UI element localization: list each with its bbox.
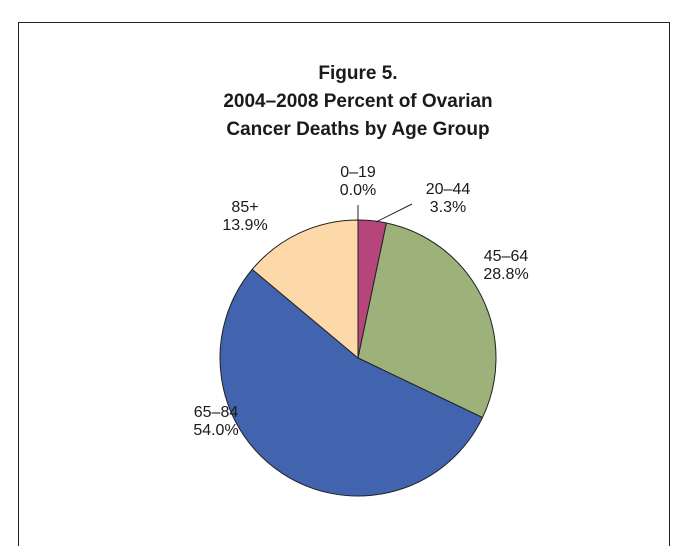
slice-label: 85+: [231, 199, 258, 216]
chart-title: 2004–2008 Percent of Ovarian: [223, 91, 492, 112]
value-label: 13.9%: [222, 217, 267, 234]
pie-slice: [251, 219, 359, 360]
value-label: 3.3%: [430, 199, 466, 216]
chart-title: Figure 5.: [318, 63, 397, 84]
value-label: 28.8%: [483, 266, 528, 283]
slice-label: 45–64: [484, 248, 529, 265]
pie-slice: [219, 268, 484, 497]
slice-label: 65–84: [194, 404, 239, 421]
value-label: 0.0%: [340, 182, 376, 199]
slice-label: 0–19: [340, 164, 376, 181]
frame: [18, 22, 670, 546]
leader-line: [375, 203, 413, 223]
chart-title: Cancer Deaths by Age Group: [226, 119, 489, 140]
slice-label: 20–44: [426, 181, 471, 198]
pie-slice: [357, 222, 497, 419]
value-label: 54.0%: [193, 422, 238, 439]
